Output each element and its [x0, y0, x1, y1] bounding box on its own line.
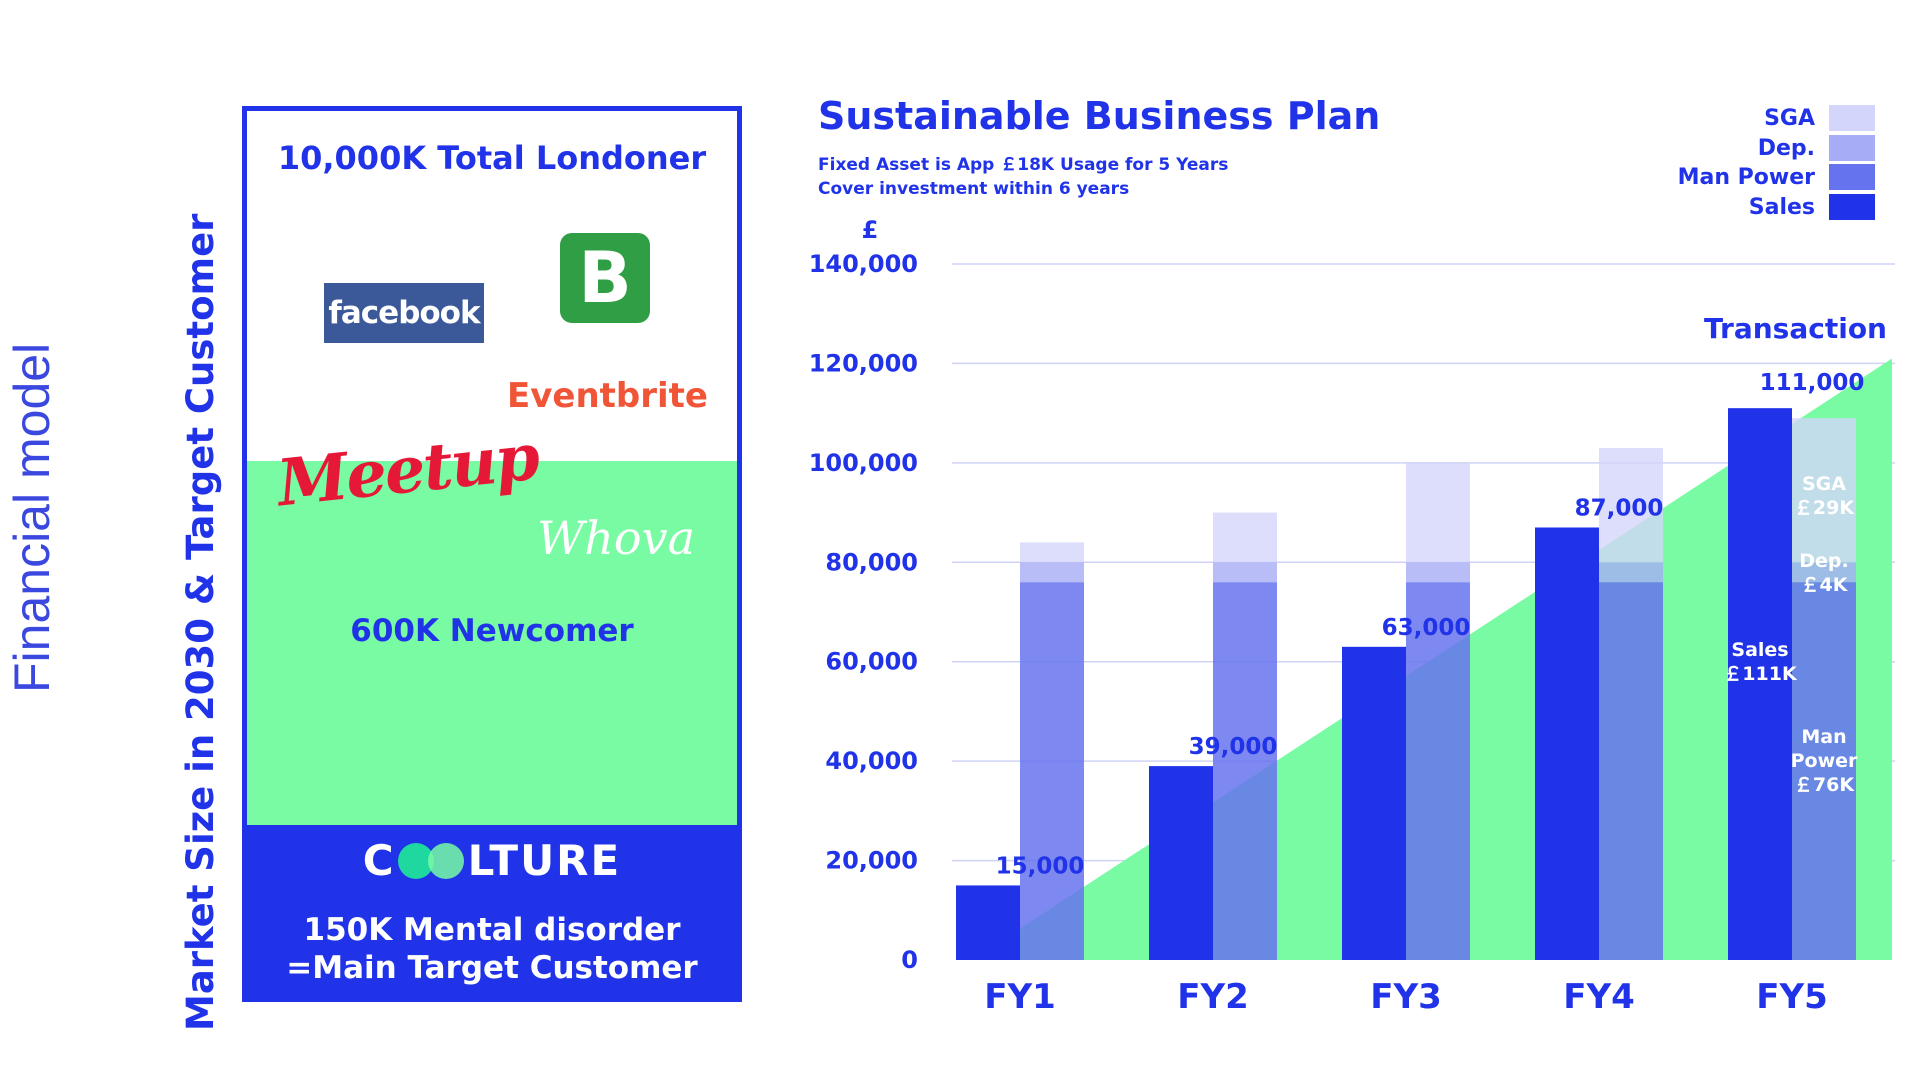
sga-bar: [1792, 418, 1856, 563]
legend-swatch: [1829, 194, 1875, 220]
facebook-logo: facebook: [324, 283, 484, 343]
man-power-annotation-value: ￡76K: [1794, 774, 1855, 796]
legend-man-power: Man Power: [1678, 163, 1875, 191]
legend-swatch: [1829, 105, 1875, 131]
newcomer-label: 600K Newcomer: [350, 613, 634, 649]
x-tick-label: FY4: [1563, 977, 1635, 1017]
man-power-bar: [1020, 582, 1084, 960]
x-tick-label: FY5: [1756, 977, 1828, 1017]
legend-label: Man Power: [1677, 164, 1815, 190]
dep-annotation-label: Dep.: [1799, 550, 1848, 572]
target-line-2: =Main Target Customer: [286, 950, 698, 986]
colture-circles-icon: [397, 843, 466, 879]
y-tick-label: 40,000: [825, 747, 918, 775]
sga-annotation-label: SGA: [1802, 473, 1846, 495]
y-unit-label: £: [862, 216, 879, 244]
whova-logo: Whova: [537, 511, 696, 565]
dep-bar: [1213, 562, 1277, 583]
dep-bar: [1020, 562, 1084, 583]
colture-logo-pre: C: [362, 836, 396, 885]
total-londoner-label: 10,000K Total Londoner: [277, 139, 707, 177]
chart-subtitle-1: Fixed Asset is App ￡18K Usage for 5 Year…: [818, 155, 1229, 175]
y-tick-label: 0: [901, 946, 918, 974]
legend-sga: SGA: [1764, 104, 1875, 132]
sales-value-label: 87,000: [1575, 495, 1664, 521]
sales-bar: [1728, 408, 1792, 961]
dep-annotation-value: ￡4K: [1801, 574, 1849, 596]
legend-sales: Sales: [1749, 193, 1875, 221]
sales-bar: [956, 885, 1020, 960]
dep-bar: [1406, 562, 1470, 583]
sales-annotation-label: Sales: [1731, 639, 1788, 661]
legend-label: SGA: [1764, 105, 1815, 131]
man-power-bar: [1792, 582, 1856, 960]
legend-dep: Dep.: [1758, 134, 1875, 162]
man-power-bar: [1406, 582, 1470, 960]
sga-bar: [1406, 462, 1470, 563]
target-zone: [247, 825, 737, 997]
legend-swatch: [1829, 164, 1875, 190]
y-tick-label: 120,000: [809, 349, 918, 377]
transaction-area: [972, 358, 1892, 960]
sga-bar: [1020, 542, 1084, 563]
legend-label: Dep.: [1757, 135, 1815, 161]
dep-bar: [1792, 562, 1856, 583]
sga-bar: [1213, 512, 1277, 563]
x-tick-label: FY3: [1370, 977, 1442, 1017]
sales-value-label: 15,000: [996, 853, 1085, 879]
y-tick-label: 100,000: [809, 449, 918, 477]
man-power-bar: [1599, 582, 1663, 960]
man-power-annotation-line1: Man: [1801, 726, 1846, 748]
colture-logo-post: LTURE: [467, 836, 622, 885]
newcomer-zone: [247, 461, 737, 825]
man-power-bar: [1213, 582, 1277, 960]
x-tick-label: FY1: [984, 977, 1056, 1017]
transaction-label: Transaction: [1704, 312, 1887, 345]
x-tick-label: FY2: [1177, 977, 1249, 1017]
y-tick-label: 60,000: [825, 648, 918, 676]
market-size-panel: 10,000K Total Londoner facebook B Eventb…: [242, 106, 742, 1002]
chart-title: Sustainable Business Plan: [818, 94, 1381, 138]
chart-subtitle-2: Cover investment within 6 years: [818, 179, 1130, 199]
side-title: Financial model: [4, 342, 60, 693]
y-tick-label: 80,000: [825, 548, 918, 576]
legend-swatch: [1829, 135, 1875, 161]
y-tick-label: 20,000: [825, 847, 918, 875]
sales-annotation-value: ￡111K: [1723, 663, 1798, 685]
b-app-logo: B: [560, 233, 650, 323]
market-size-label: Market Size in 2030 & Target Customer: [179, 213, 222, 1031]
sga-bar: [1599, 447, 1663, 563]
dep-bar: [1599, 562, 1663, 583]
target-customer-label: 150K Mental disorder =Main Target Custom…: [247, 911, 737, 987]
colture-logo: C LTURE: [247, 836, 737, 885]
sga-annotation-value: ￡29K: [1794, 497, 1855, 519]
sales-bar: [1535, 527, 1599, 960]
y-tick-label: 140,000: [809, 250, 918, 278]
sales-bar: [1149, 766, 1213, 960]
legend-label: Sales: [1748, 194, 1815, 220]
sales-value-label: 63,000: [1382, 615, 1471, 641]
man-power-annotation-line2: Power: [1791, 750, 1858, 772]
sales-bar: [1342, 646, 1406, 960]
sales-value-label: 111,000: [1760, 370, 1865, 396]
target-line-1: 150K Mental disorder: [303, 912, 681, 948]
sales-value-label: 39,000: [1189, 734, 1278, 760]
eventbrite-logo: Eventbrite: [507, 376, 708, 416]
